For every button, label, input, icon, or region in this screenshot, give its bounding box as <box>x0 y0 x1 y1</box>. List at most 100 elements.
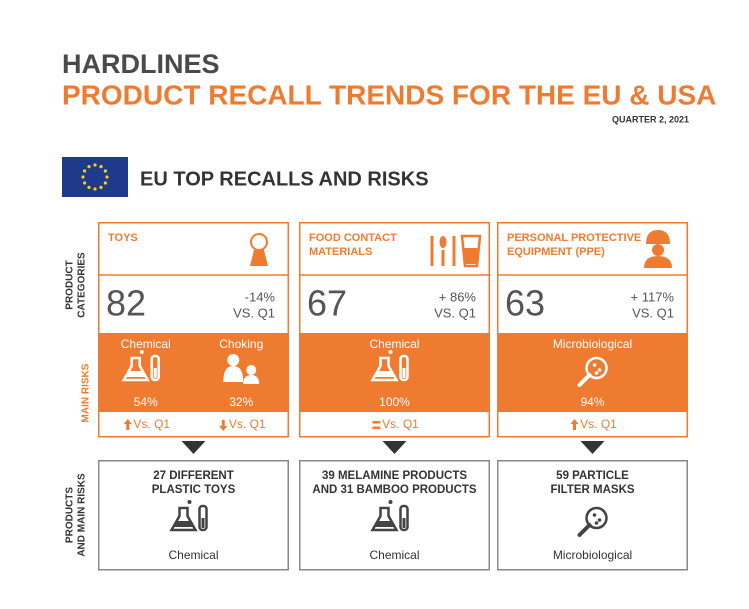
star <box>93 163 97 167</box>
count: 63 <box>505 283 545 324</box>
icon-food <box>430 234 482 268</box>
icon-toy <box>250 233 268 266</box>
flask-liquid <box>173 521 194 527</box>
star <box>87 165 91 169</box>
product-box <box>497 460 688 571</box>
product-risk: Chemical <box>168 548 218 562</box>
head <box>227 354 240 366</box>
star <box>105 175 109 179</box>
germ <box>592 513 597 517</box>
risk-band <box>299 333 490 412</box>
row-label: MAIN RISKS <box>81 363 92 422</box>
row-label: PRODUCT <box>65 260 76 309</box>
product-text: 27 DIFFERENT <box>153 470 234 482</box>
germ <box>594 521 599 525</box>
icon-micro <box>577 506 608 537</box>
change: + 86% <box>439 289 477 304</box>
glass-liquid <box>464 248 478 264</box>
flask-liquid <box>374 371 395 377</box>
count: 67 <box>307 283 347 324</box>
arrow-up <box>123 419 132 430</box>
product-text: FILTER MASKS <box>550 484 634 496</box>
period: QUARTER 2, 2021 <box>612 114 689 124</box>
row-label: PRODUCTS <box>65 487 76 543</box>
subtitle: PRODUCT RECALL TRENDS FOR THE EU & USA <box>62 79 716 110</box>
category-name: TOYS <box>108 232 138 244</box>
star <box>83 169 87 173</box>
arrow-up <box>570 419 579 430</box>
face <box>652 244 664 256</box>
risk-pct: 100% <box>379 395 410 409</box>
germ <box>594 371 599 375</box>
category-name: FOOD CONTACT <box>309 232 397 244</box>
risk-pct: 32% <box>229 395 253 409</box>
germ <box>592 363 597 367</box>
change: + 117% <box>631 289 675 304</box>
lens <box>585 506 608 530</box>
tube-liquid <box>402 518 406 528</box>
toy-head <box>250 233 268 251</box>
bubble <box>187 500 192 504</box>
germ <box>597 368 602 372</box>
category-name: PERSONAL PROTECTIVE <box>507 232 641 244</box>
row-label: AND MAIN RISKS <box>77 473 88 557</box>
star <box>99 185 103 189</box>
risk-name: Chemical <box>369 337 419 351</box>
bubble <box>388 350 393 354</box>
vs: VS. Q1 <box>434 305 476 320</box>
title: HARDLINES <box>62 49 220 79</box>
icon-chemical <box>370 350 409 382</box>
head2 <box>246 365 257 375</box>
handle <box>577 523 592 537</box>
flask <box>121 356 150 382</box>
star <box>81 175 85 179</box>
arrow-down <box>219 420 228 431</box>
count: 82 <box>106 283 146 324</box>
product-text: AND 31 BAMBOO PRODUCTS <box>312 484 477 496</box>
pointer <box>181 441 206 454</box>
star <box>83 181 87 185</box>
bubble <box>388 500 393 504</box>
icon-chemical <box>169 500 208 532</box>
toy-body <box>250 250 268 266</box>
tube-liquid <box>402 368 406 378</box>
spoon <box>439 236 447 248</box>
trend-label: Vs. Q1 <box>382 417 419 431</box>
star <box>93 187 97 191</box>
product-text: 39 MELAMINE PRODUCTS <box>322 470 467 482</box>
bubble <box>139 350 144 354</box>
category-name: MATERIALS <box>309 246 372 258</box>
category-card <box>98 222 289 438</box>
vs: VS. Q1 <box>233 305 275 320</box>
star <box>99 165 103 169</box>
flask-liquid <box>374 521 395 527</box>
lens <box>585 356 608 380</box>
product-box <box>299 460 490 571</box>
star <box>103 169 107 173</box>
trend-label: Vs. Q1 <box>133 417 170 431</box>
body2 <box>243 375 260 384</box>
trend-label: Vs. Q1 <box>229 417 266 431</box>
icon-choking <box>223 354 260 384</box>
product-risk: Chemical <box>369 548 419 562</box>
helmet <box>646 230 670 244</box>
handle <box>577 373 592 387</box>
icon-micro <box>577 356 608 387</box>
change: -14% <box>245 289 276 304</box>
product-text: PLASTIC TOYS <box>152 484 236 496</box>
risk-pct: 94% <box>580 395 604 409</box>
equal <box>372 426 381 429</box>
product-risk: Microbiological <box>553 548 632 562</box>
risk-name: Choking <box>219 337 263 351</box>
risk-name: Microbiological <box>553 337 632 351</box>
flask <box>169 506 198 532</box>
category-card <box>497 222 688 438</box>
icon-worker <box>644 230 672 268</box>
tube <box>399 354 409 382</box>
vs: VS. Q1 <box>632 305 674 320</box>
equal <box>372 421 381 424</box>
star <box>87 185 91 189</box>
tube-liquid <box>153 368 157 378</box>
torso <box>644 256 672 268</box>
